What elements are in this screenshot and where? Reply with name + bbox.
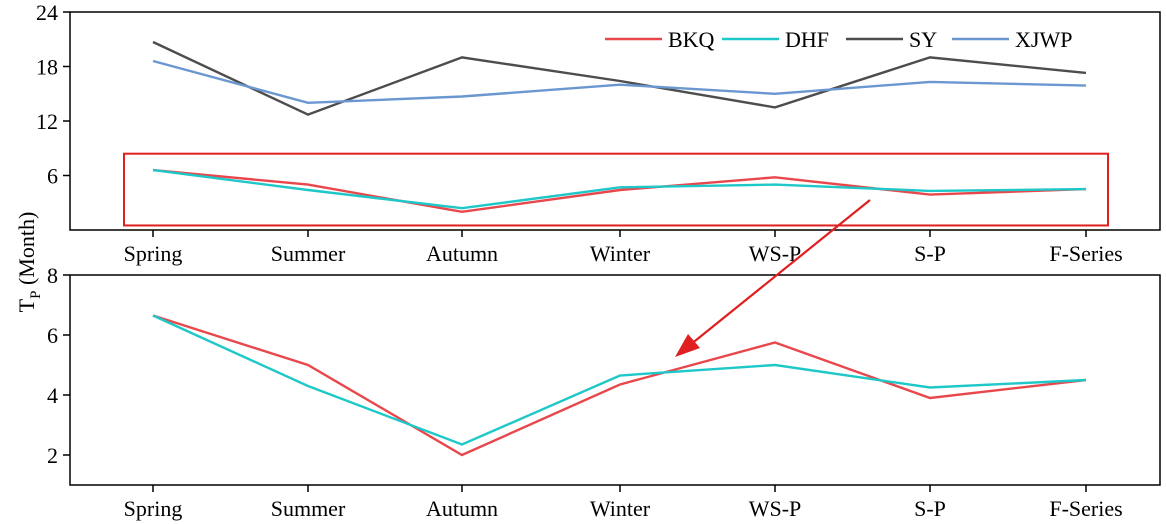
legend-label-xjwp: XJWP xyxy=(1015,27,1072,52)
top-series-xjwp xyxy=(152,59,1087,105)
top-y-tick-label: 24 xyxy=(36,0,58,25)
zoom-annotation xyxy=(123,152,1109,357)
bottom-plot-frame xyxy=(69,274,1161,486)
top-x-tick-label: F-Series xyxy=(1049,241,1122,266)
top-y-tick-label: 18 xyxy=(36,55,58,80)
bottom-x-tick-label: F-Series xyxy=(1049,496,1122,521)
top-x-tick-label: Winter xyxy=(590,241,651,266)
top-x-tick-label: S-P xyxy=(914,241,946,266)
top-series-dhf xyxy=(152,168,1087,210)
legend-label-bkq: BKQ xyxy=(668,27,715,52)
zoom-arrow-shaft xyxy=(689,199,871,346)
bottom-x-tick-label: WS-P xyxy=(749,496,802,521)
top-x-tick-label: Summer xyxy=(271,241,346,266)
bottom-series-dhf xyxy=(152,314,1087,446)
top-plot-frame xyxy=(69,11,1161,231)
bottom-x-tick-label: Winter xyxy=(590,496,651,521)
bottom-y-tick-label: 2 xyxy=(47,443,58,468)
top-y-tick-label: 12 xyxy=(36,109,58,134)
bottom-panel: 2 4 6 8 Spring Summer Autumn Winter WS-P S-P F-Ser… xyxy=(47,263,1161,521)
top-y-tick-label: 6 xyxy=(47,164,58,189)
legend-label-dhf: DHF xyxy=(785,27,829,52)
bottom-x-tick-label: S-P xyxy=(914,496,946,521)
zoom-arrow-head xyxy=(675,334,700,357)
top-series-sy xyxy=(152,40,1087,116)
bottom-x-tick-label: Autumn xyxy=(426,496,498,521)
bottom-y-tick-label: 6 xyxy=(47,323,58,348)
top-x-tick-label: Autumn xyxy=(426,241,498,266)
y-axis-label: TP (Month) xyxy=(14,212,44,313)
bottom-x-tick-label: Spring xyxy=(124,496,183,521)
bottom-series-bkq xyxy=(152,314,1087,457)
highlight-box xyxy=(123,152,1109,227)
top-x-tick-label: Spring xyxy=(124,241,183,266)
legend-label-sy: SY xyxy=(909,27,937,52)
top-series-bkq xyxy=(152,168,1087,214)
bottom-y-tick-label: 8 xyxy=(47,263,58,288)
bottom-y-tick-label: 4 xyxy=(47,383,58,408)
bottom-x-tick-label: Summer xyxy=(271,496,346,521)
